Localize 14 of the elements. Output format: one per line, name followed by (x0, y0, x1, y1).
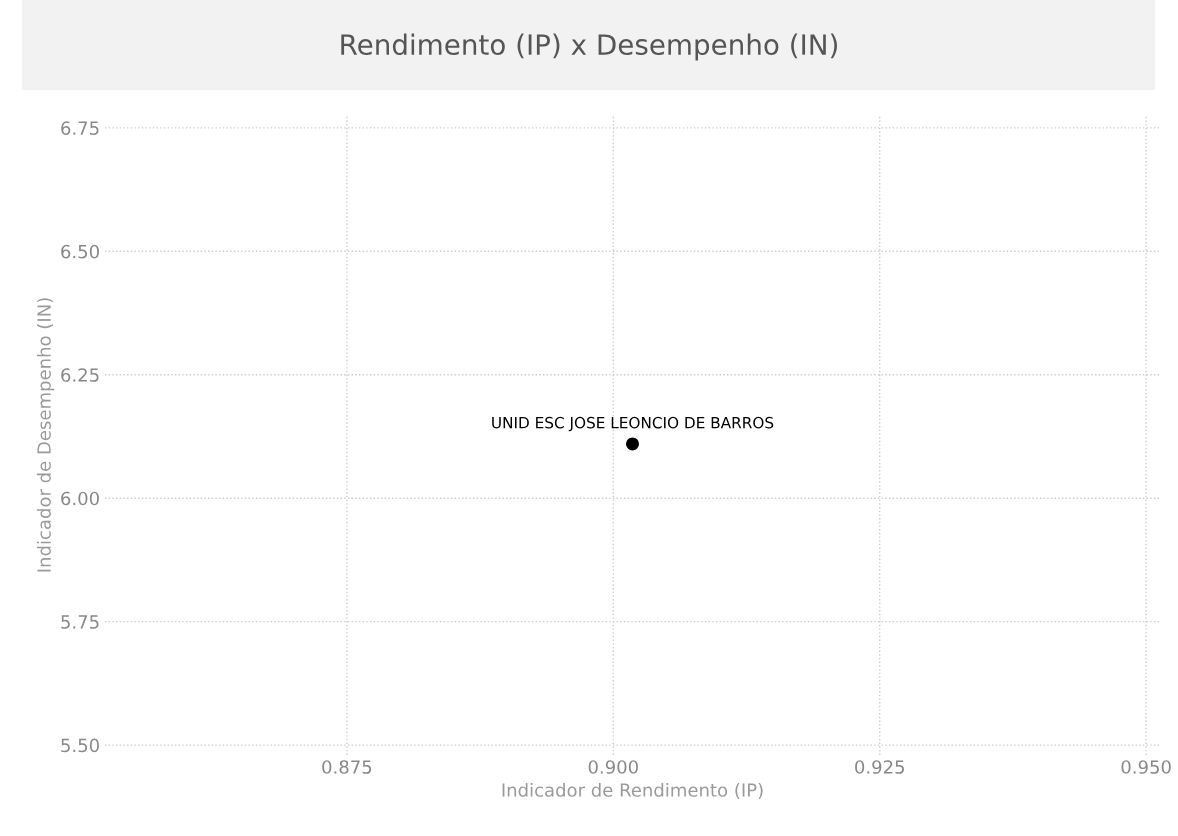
y-tick-label: 6.75 (61, 121, 99, 135)
x-tick-label: 0.900 (588, 760, 638, 774)
y-tick-label: 6.00 (61, 491, 99, 506)
x-tick-label: 0.950 (1121, 760, 1171, 774)
annotation: UNID ESC JOSE LEONCIO DE BARROS (492, 416, 774, 432)
chart-title: Rendimento (IP) x Desempenho (IN) (341, 33, 837, 61)
y-tick-label: 5.75 (61, 615, 99, 629)
y-axis-title: Indicador de Desempenho (IN) (36, 298, 55, 572)
y-tick-label: 5.50 (61, 738, 99, 753)
x-tick-label: 0.875 (322, 760, 372, 774)
y-tick-label: 6.50 (61, 244, 99, 259)
x-tick-label: 0.925 (855, 760, 904, 774)
x-axis-title: Indicador de Rendimento (IP) (502, 782, 763, 799)
y-tick-label: 6.25 (61, 368, 99, 382)
